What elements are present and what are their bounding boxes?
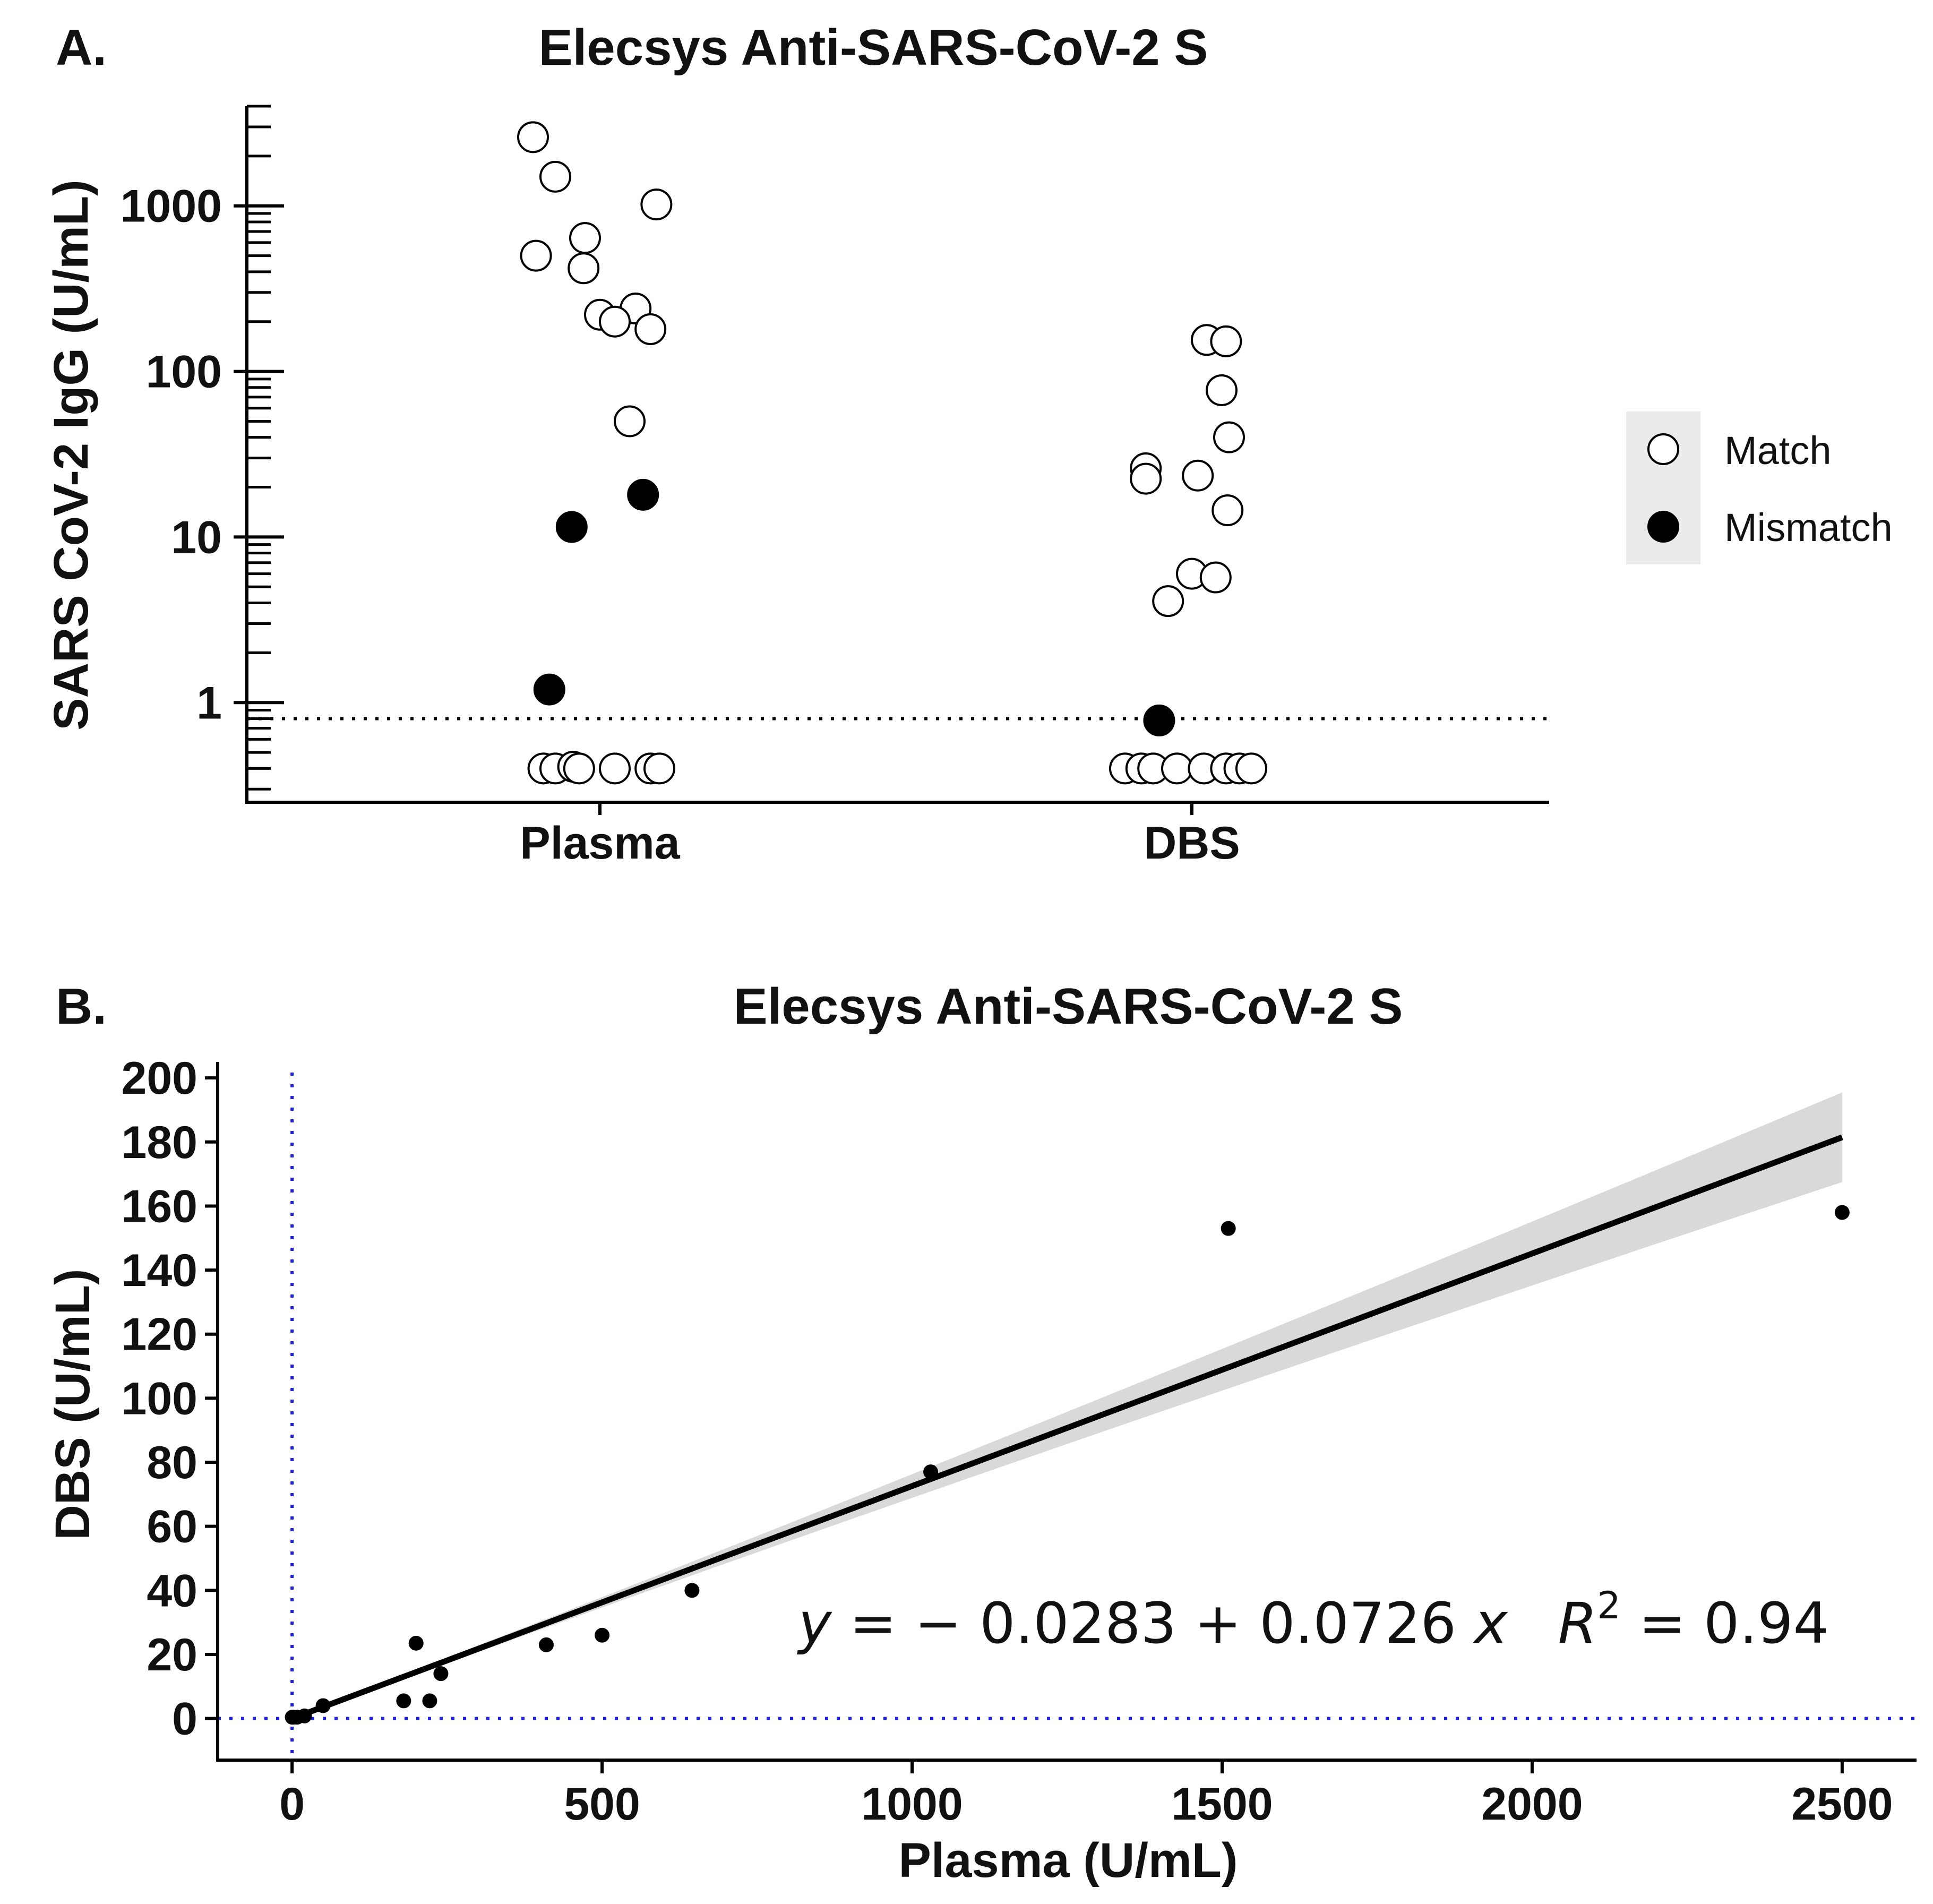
match-point bbox=[539, 160, 571, 193]
match-point bbox=[517, 121, 549, 153]
x-tick-label: DBS bbox=[1144, 818, 1240, 869]
x-tick-label: 1000 bbox=[861, 1779, 963, 1830]
data-point bbox=[285, 1710, 300, 1725]
mismatch-point bbox=[627, 478, 659, 511]
data-point bbox=[1221, 1221, 1236, 1236]
data-point bbox=[923, 1464, 939, 1480]
match-point bbox=[599, 752, 631, 785]
panel-a-points bbox=[517, 121, 1267, 785]
match-point bbox=[1199, 561, 1232, 594]
panel-b: B. Elecsys Anti-SARS-CoV-2 S DBS (U/mL) … bbox=[46, 978, 1917, 1888]
match-point bbox=[1235, 752, 1267, 785]
x-tick-label: 500 bbox=[564, 1779, 640, 1830]
data-point bbox=[396, 1693, 411, 1709]
equation-r2-value: = 0.94 bbox=[1621, 1591, 1829, 1656]
data-point bbox=[408, 1635, 424, 1651]
panel-a: A. Elecsys Anti-SARS-CoV-2 S SARS CoV-2 … bbox=[44, 19, 1893, 869]
panel-b-y-ticks: 0 20 40 60 80 100 120 140 160 180 200 bbox=[122, 1053, 218, 1745]
mismatch-point bbox=[533, 673, 565, 706]
data-point bbox=[1834, 1205, 1850, 1220]
data-point bbox=[538, 1637, 554, 1652]
panel-a-label: A. bbox=[56, 19, 107, 76]
panel-b-x-ticks: 0 500 1000 1500 2000 2500 bbox=[279, 1760, 1893, 1830]
x-tick-label: Plasma bbox=[520, 818, 680, 869]
data-point bbox=[315, 1698, 331, 1713]
x-tick-label: 0 bbox=[279, 1779, 305, 1830]
y-tick-label: 100 bbox=[122, 1373, 198, 1424]
match-point bbox=[1161, 752, 1193, 785]
y-tick-label: 60 bbox=[147, 1502, 197, 1553]
match-point bbox=[640, 188, 673, 221]
data-point bbox=[422, 1693, 437, 1709]
match-point bbox=[1130, 462, 1162, 495]
panel-a-y-minor-ticks bbox=[247, 105, 271, 791]
data-point bbox=[684, 1583, 700, 1598]
x-tick-label: 2000 bbox=[1481, 1779, 1583, 1830]
y-tick-label: 200 bbox=[122, 1053, 198, 1104]
equation-r: R bbox=[1558, 1591, 1597, 1656]
legend-match-marker bbox=[1647, 433, 1679, 465]
match-point bbox=[599, 305, 631, 338]
match-point bbox=[643, 752, 675, 785]
match-point bbox=[569, 222, 601, 254]
panel-b-ylabel: DBS (U/mL) bbox=[46, 1268, 100, 1540]
panel-b-xlabel: Plasma (U/mL) bbox=[898, 1833, 1238, 1888]
data-point bbox=[433, 1666, 449, 1682]
match-point bbox=[634, 313, 667, 345]
match-point bbox=[520, 239, 552, 272]
panel-b-title: Elecsys Anti-SARS-CoV-2 S bbox=[734, 978, 1403, 1035]
equation-coefficients: = − 0.0283 + 0.0726 bbox=[831, 1591, 1474, 1656]
x-tick-label: 2500 bbox=[1791, 1779, 1893, 1830]
x-tick-label: 1500 bbox=[1171, 1779, 1273, 1830]
panel-b-points bbox=[285, 1205, 1850, 1725]
legend-mismatch-marker bbox=[1647, 511, 1679, 543]
y-tick-label: 40 bbox=[147, 1565, 197, 1616]
data-point bbox=[595, 1627, 610, 1643]
y-tick-label: 1 bbox=[196, 677, 222, 728]
match-point bbox=[614, 405, 646, 438]
match-point bbox=[1212, 494, 1244, 527]
match-point bbox=[1213, 421, 1245, 453]
legend-match-label: Match bbox=[1724, 428, 1832, 473]
panel-a-x-ticks: Plasma DBS bbox=[520, 802, 1240, 869]
y-tick-label: 0 bbox=[172, 1694, 197, 1745]
match-point bbox=[568, 252, 600, 285]
regression-line bbox=[291, 1134, 1843, 1721]
match-point bbox=[1210, 325, 1242, 357]
y-tick-label: 160 bbox=[122, 1181, 198, 1232]
panel-a-y-ticks: 1 10 100 1000 bbox=[121, 181, 284, 728]
match-point bbox=[1182, 459, 1214, 492]
panel-a-ylabel: SARS CoV-2 IgG (U/mL) bbox=[44, 179, 98, 731]
regression-equation: y = − 0.0283 + 0.0726 x R2 = 0.94 bbox=[797, 1584, 1829, 1656]
equation-r-superscript: 2 bbox=[1597, 1584, 1621, 1627]
mismatch-point bbox=[1143, 704, 1175, 736]
y-tick-label: 100 bbox=[146, 347, 222, 398]
mismatch-point bbox=[555, 511, 588, 543]
match-point bbox=[1206, 374, 1238, 406]
panel-b-label: B. bbox=[56, 978, 107, 1035]
match-point bbox=[563, 752, 595, 785]
equation-x: x bbox=[1473, 1591, 1508, 1656]
y-tick-label: 10 bbox=[171, 512, 222, 563]
legend-mismatch-label: Mismatch bbox=[1724, 505, 1893, 550]
y-tick-label: 180 bbox=[122, 1117, 198, 1168]
y-tick-label: 1000 bbox=[121, 181, 222, 232]
y-tick-label: 140 bbox=[122, 1245, 198, 1296]
y-tick-label: 120 bbox=[122, 1309, 198, 1360]
panel-a-title: Elecsys Anti-SARS-CoV-2 S bbox=[539, 19, 1208, 76]
y-tick-label: 20 bbox=[147, 1629, 197, 1680]
panel-a-legend: Match Mismatch bbox=[1626, 411, 1893, 564]
y-tick-label: 80 bbox=[147, 1437, 197, 1488]
equation-y: y bbox=[797, 1591, 832, 1656]
match-point bbox=[1152, 585, 1184, 617]
